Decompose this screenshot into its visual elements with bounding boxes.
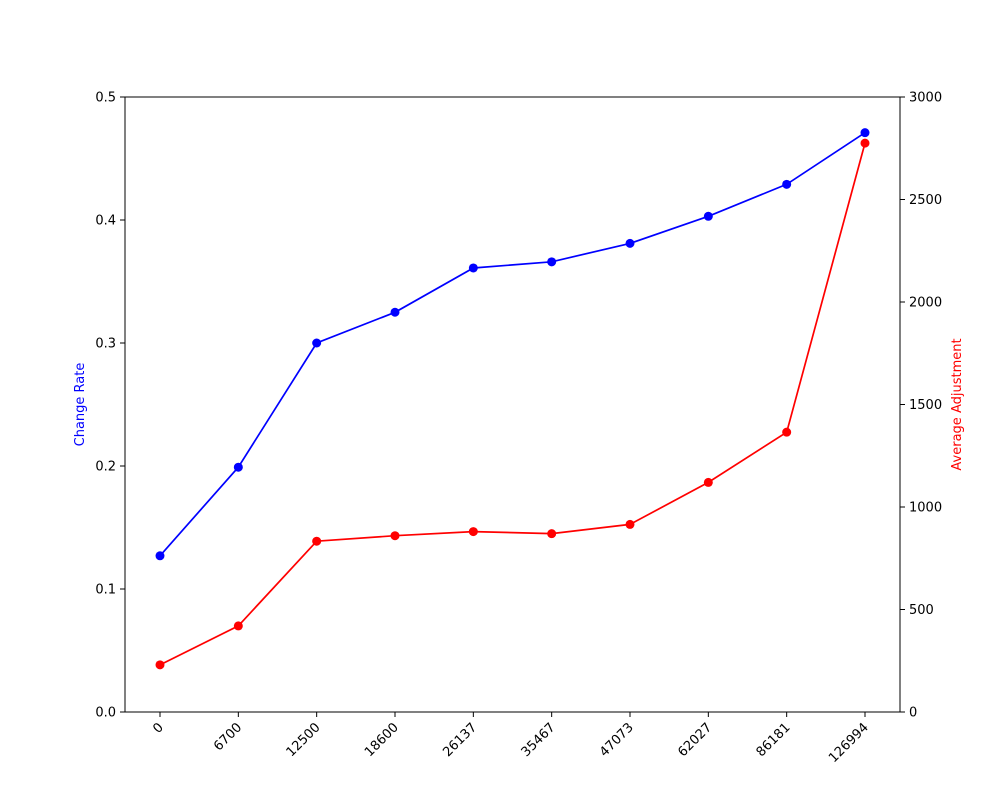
right-tick-label: 2500 <box>909 193 942 208</box>
data-point-change-rate <box>860 128 870 138</box>
data-point-change-rate <box>625 238 635 248</box>
left-axis-ticks: 0.0 0.1 0.2 0.3 0.4 0.5 <box>95 91 125 721</box>
x-tick-label: 0 <box>150 720 166 736</box>
x-tick-label: 47073 <box>597 720 637 760</box>
left-tick-label: 0.5 <box>95 91 116 106</box>
data-point-average-adjustment <box>625 519 635 529</box>
x-tick-label: 6700 <box>211 720 245 754</box>
x-tick-label: 18600 <box>362 720 402 760</box>
right-tick-label: 2000 <box>909 296 942 311</box>
left-tick-label: 0.1 <box>95 583 116 598</box>
data-point-change-rate <box>312 338 322 348</box>
data-point-change-rate <box>390 307 400 317</box>
x-tick-label: 12500 <box>284 720 324 760</box>
y-axis-label-left: Change Rate <box>73 363 88 447</box>
x-tick-label: 35467 <box>519 720 559 760</box>
left-tick-label: 0.4 <box>95 214 116 229</box>
data-point-average-adjustment <box>703 477 713 487</box>
data-point-average-adjustment <box>390 531 400 541</box>
data-point-change-rate <box>547 257 557 267</box>
x-axis-ticks: 0 6700 12500 18600 26137 35467 47073 62027 86181… <box>150 712 872 766</box>
data-point-average-adjustment <box>468 527 478 537</box>
series-line-average-adjustment <box>159 142 866 666</box>
series-line-change-rate <box>159 131 866 557</box>
data-point-average-adjustment <box>312 536 322 546</box>
data-point-average-adjustment <box>233 621 243 631</box>
series-layer <box>155 128 870 670</box>
x-tick-label: 26137 <box>440 720 480 760</box>
data-point-change-rate <box>782 179 792 189</box>
data-point-change-rate <box>703 211 713 221</box>
x-tick-label: 62027 <box>675 720 715 760</box>
left-tick-label: 0.3 <box>95 337 116 352</box>
right-tick-label: 1000 <box>909 501 942 516</box>
x-tick-label: 126994 <box>826 720 872 766</box>
left-tick-label: 0.2 <box>95 460 116 475</box>
y-axis-label-right: Average Adjustment <box>950 338 965 470</box>
data-point-average-adjustment <box>547 529 557 539</box>
data-point-change-rate <box>233 462 243 472</box>
right-tick-label: 0 <box>909 706 917 721</box>
x-tick-label: 86181 <box>754 720 794 760</box>
data-point-average-adjustment <box>860 138 870 148</box>
plot-area <box>124 96 901 713</box>
data-point-change-rate <box>155 551 165 561</box>
right-tick-label: 3000 <box>909 91 942 106</box>
left-tick-label: 0.0 <box>95 706 116 721</box>
right-tick-label: 1500 <box>909 398 942 413</box>
right-axis-ticks: 0 500 1000 1500 2000 2500 3000 <box>900 91 942 721</box>
data-point-average-adjustment <box>782 427 792 437</box>
data-point-average-adjustment <box>155 660 165 670</box>
right-tick-label: 500 <box>909 603 934 618</box>
data-point-change-rate <box>468 263 478 273</box>
